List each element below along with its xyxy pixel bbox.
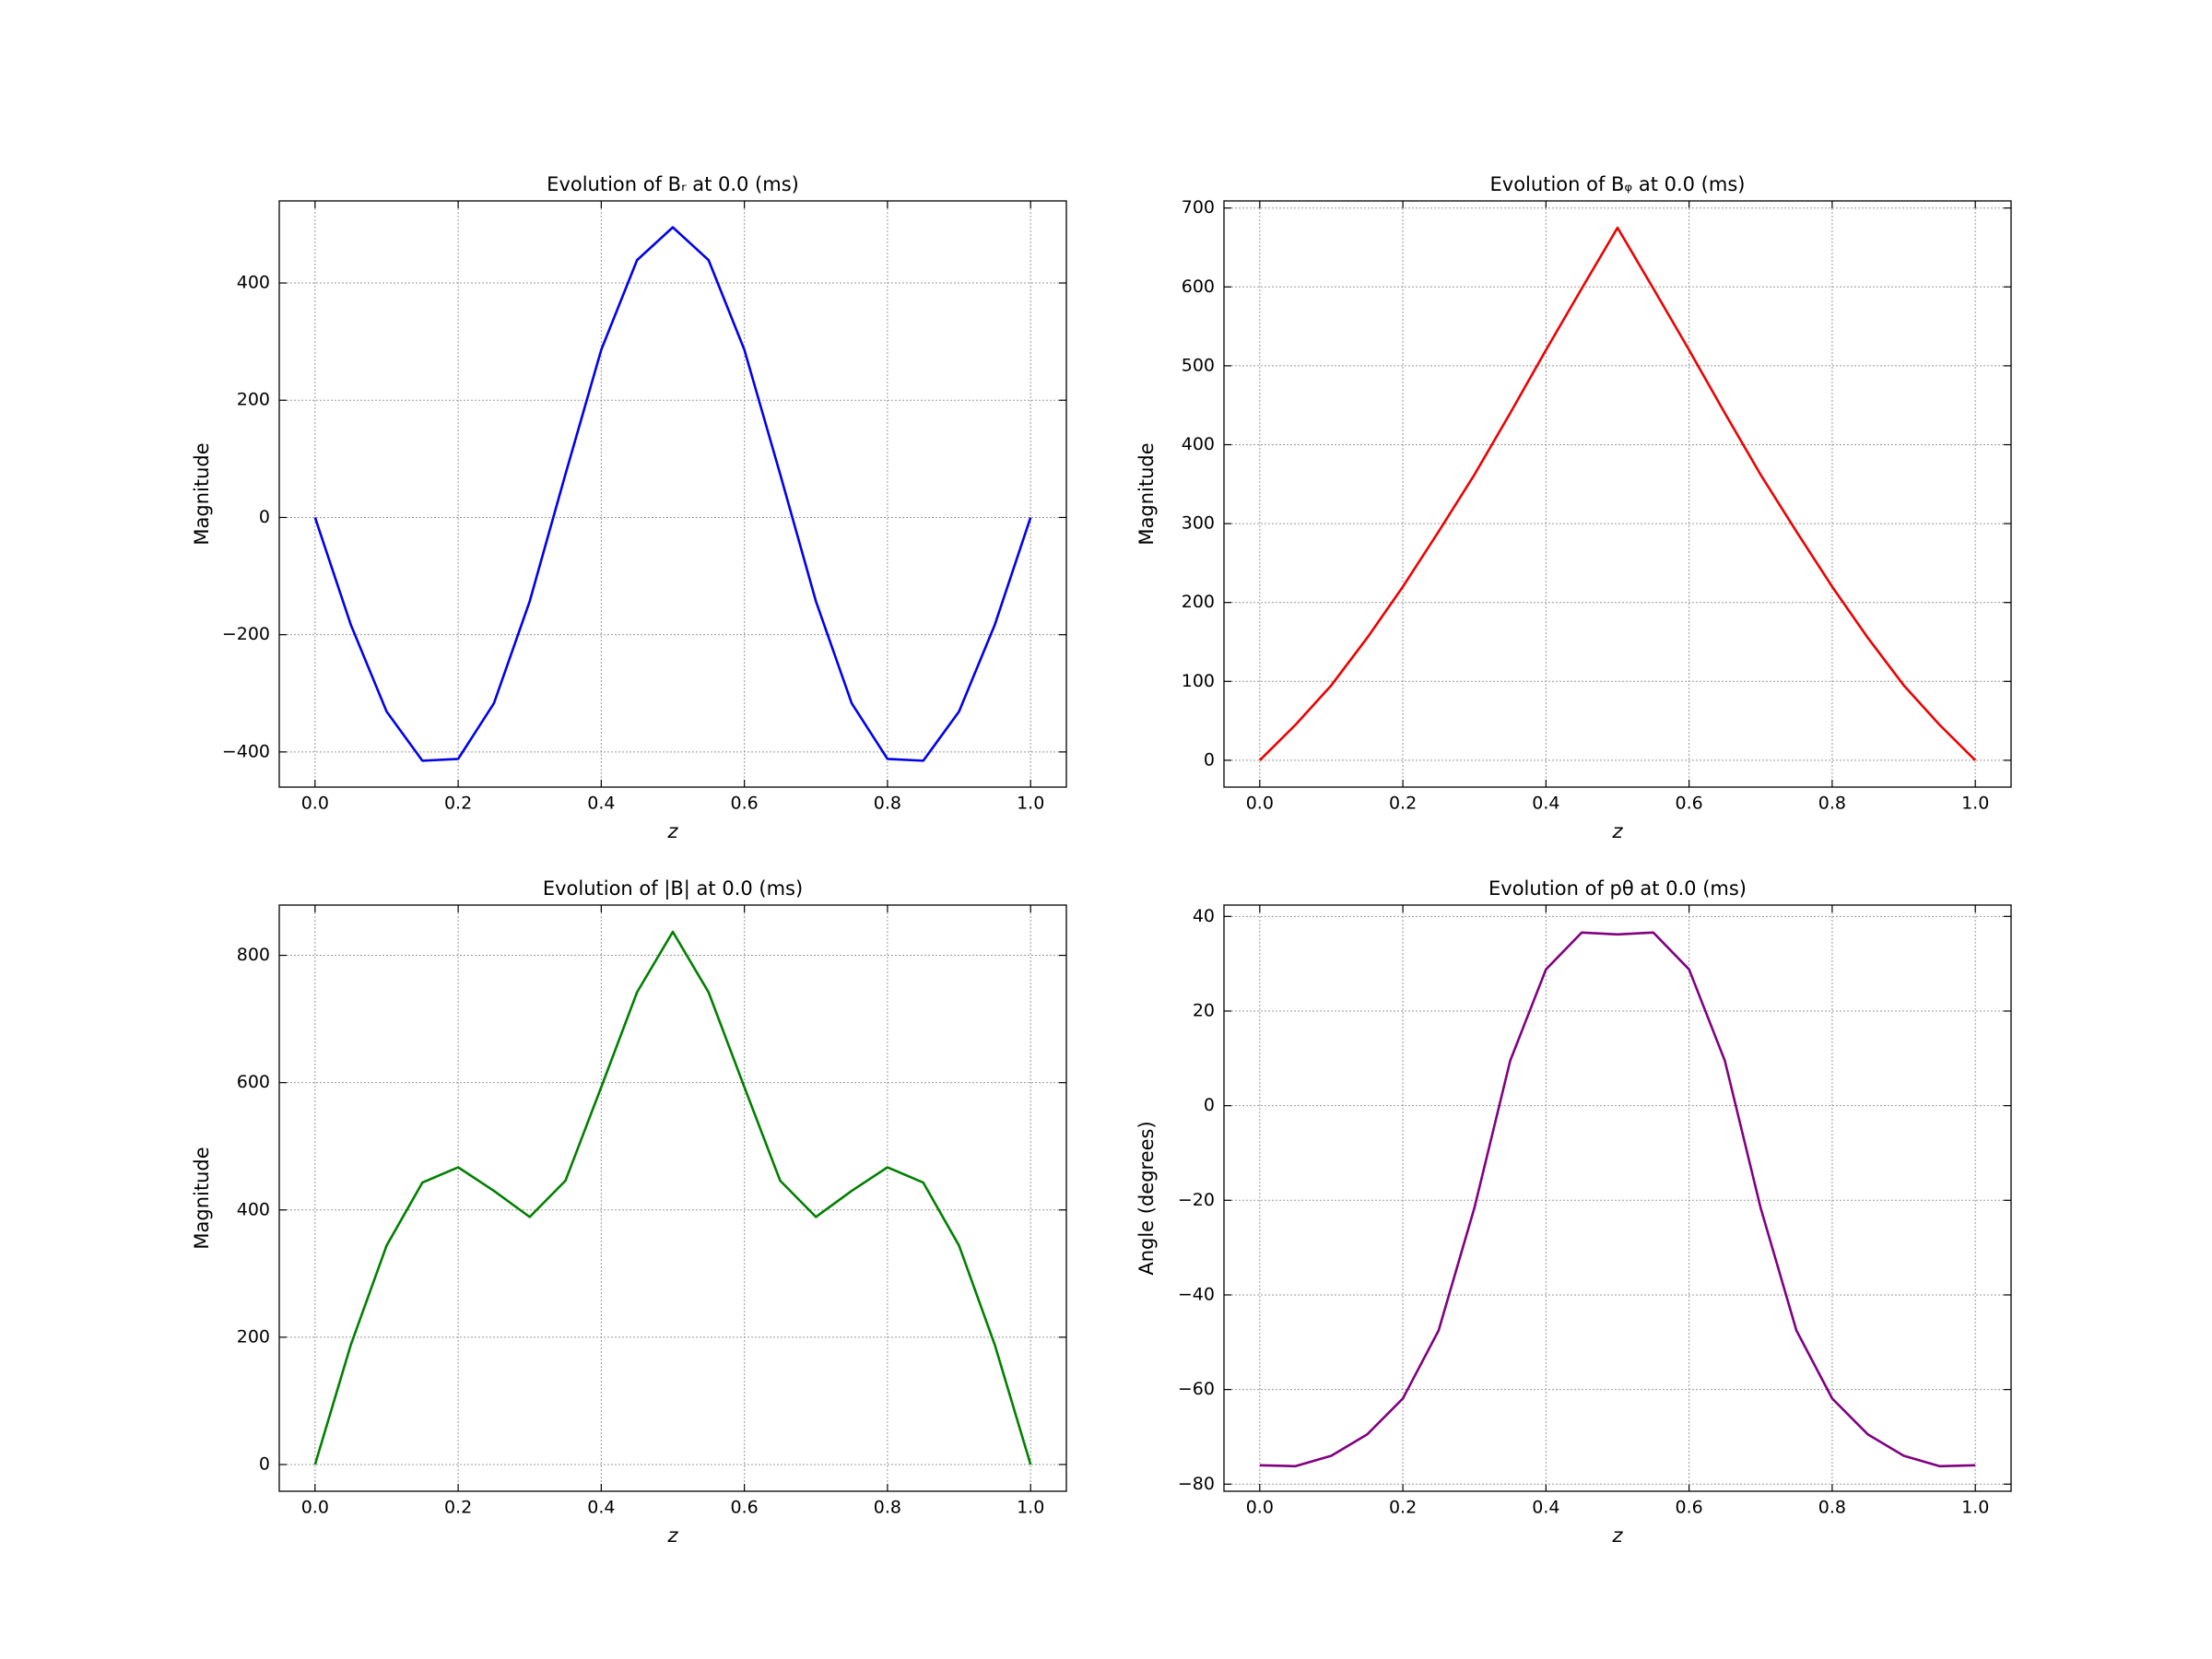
x-tick-label: 0.0 — [301, 794, 329, 814]
x-tick-label: 0.4 — [587, 794, 615, 814]
plot-frame — [278, 904, 1067, 1492]
x-tick-label: 0.8 — [874, 1498, 901, 1518]
plot-frame — [1223, 200, 2012, 788]
x-tick-label: 1.0 — [1961, 794, 1989, 814]
x-tick-label: 0.6 — [1676, 794, 1703, 814]
x-tick-label: 0.4 — [1532, 1498, 1559, 1518]
y-tick-label: 600 — [237, 1072, 270, 1092]
x-tick-label: 0.0 — [1246, 1498, 1274, 1518]
y-axis-label: Magnitude — [1135, 442, 1158, 545]
y-tick-label: 0 — [1204, 749, 1215, 770]
x-tick-label: 1.0 — [1017, 794, 1044, 814]
x-tick-label: 0.8 — [1818, 1498, 1846, 1518]
y-tick-label: 20 — [1193, 1000, 1215, 1020]
chart-title: Evolution of pθ at 0.0 (ms) — [1488, 877, 1747, 900]
data-line — [313, 226, 1032, 762]
y-tick-label: 40 — [1193, 906, 1215, 926]
x-axis-label: z — [666, 1524, 678, 1547]
y-tick-label: 300 — [1182, 513, 1215, 534]
y-tick-label: 600 — [1182, 276, 1215, 297]
y-tick-label: 0 — [1204, 1095, 1215, 1115]
y-tick-label: 400 — [237, 1199, 270, 1219]
x-tick-label: 0.6 — [1676, 1498, 1703, 1518]
y-tick-label: −60 — [1178, 1379, 1215, 1399]
y-tick-label: −20 — [1178, 1190, 1215, 1210]
chart-title: Evolution of Bᵩ at 0.0 (ms) — [1490, 173, 1746, 195]
y-axis-label: Magnitude — [191, 1147, 213, 1249]
x-tick-label: 0.8 — [874, 794, 901, 814]
x-tick-label: 0.8 — [1818, 794, 1846, 814]
y-axis-label: Angle (degrees) — [1135, 1121, 1158, 1275]
y-tick-label: −80 — [1178, 1474, 1215, 1494]
x-tick-label: 0.4 — [587, 1498, 615, 1518]
x-tick-label: 0.4 — [1532, 794, 1559, 814]
y-tick-label: 400 — [1182, 434, 1215, 454]
y-tick-label: 0 — [259, 507, 270, 527]
y-axis-label: Magnitude — [191, 442, 213, 545]
chart-title: Evolution of |B| at 0.0 (ms) — [543, 877, 803, 900]
data-line — [1259, 931, 1976, 1468]
data-line — [313, 930, 1032, 1465]
y-tick-label: 200 — [237, 1326, 270, 1347]
y-tick-label: 200 — [1182, 592, 1215, 612]
y-tick-label: 700 — [1182, 197, 1215, 218]
plot-frame — [1223, 904, 2012, 1492]
y-tick-label: 0 — [259, 1453, 270, 1474]
x-tick-label: 0.2 — [1389, 794, 1417, 814]
y-tick-label: 800 — [237, 945, 270, 965]
x-axis-label: z — [666, 820, 678, 842]
x-tick-label: 0.2 — [444, 1498, 472, 1518]
y-tick-label: 100 — [1182, 671, 1215, 691]
y-tick-label: 500 — [1182, 355, 1215, 375]
x-tick-label: 0.0 — [301, 1498, 329, 1518]
y-tick-label: −400 — [222, 741, 270, 761]
x-tick-label: 1.0 — [1961, 1498, 1989, 1518]
x-tick-label: 0.2 — [1389, 1498, 1417, 1518]
y-tick-label: −200 — [222, 624, 270, 644]
y-tick-label: 200 — [237, 390, 270, 410]
data-line — [1258, 226, 1977, 761]
x-tick-label: 0.6 — [731, 1498, 759, 1518]
x-axis-label: z — [1611, 820, 1623, 842]
y-tick-label: −40 — [1178, 1284, 1215, 1304]
x-tick-label: 1.0 — [1017, 1498, 1044, 1518]
x-axis-label: z — [1611, 1524, 1623, 1547]
chart-title: Evolution of Bᵣ at 0.0 (ms) — [547, 173, 799, 195]
x-tick-label: 0.2 — [444, 794, 472, 814]
x-tick-label: 0.0 — [1246, 794, 1274, 814]
x-tick-label: 0.6 — [731, 794, 759, 814]
plot-frame — [278, 200, 1067, 788]
y-tick-label: 400 — [237, 273, 270, 293]
